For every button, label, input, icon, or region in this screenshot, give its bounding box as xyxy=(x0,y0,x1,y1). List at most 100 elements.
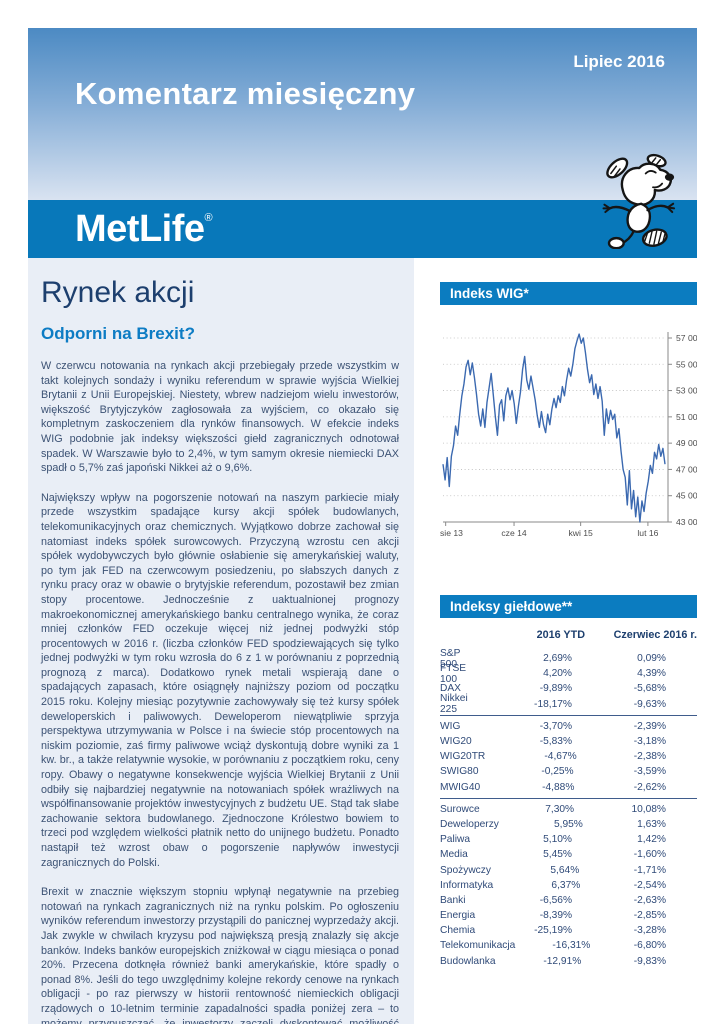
table-group: WIG -3,70% -2,39% WIG20 -5,83% -3,18% WIG2… xyxy=(440,714,697,795)
index-month-value: 1,42% xyxy=(637,834,666,846)
table-row: Banki -6,56% -2,63% xyxy=(440,893,697,908)
svg-text:43 000: 43 000 xyxy=(676,517,697,527)
index-month-value: 1,63% xyxy=(637,818,666,830)
column-header-ytd: 2016 YTD xyxy=(536,629,585,641)
index-month-value: 0,09% xyxy=(637,653,666,665)
indices-table: 2016 YTD Czerwiec 2016 r. S&P 500 2,69% 0… xyxy=(440,624,697,969)
index-ytd-value: -0,25% xyxy=(541,766,574,778)
index-label: Energia xyxy=(440,910,476,922)
index-label: SWIG80 xyxy=(440,766,479,778)
svg-text:kwi 15: kwi 15 xyxy=(568,528,593,538)
index-label: Telekomunikacja xyxy=(440,940,516,952)
wig-chart-svg: 43 000 45 000 47 000 49 000 51 000 53 000 55 0… xyxy=(440,332,703,538)
index-month-value: -9,83% xyxy=(633,955,666,967)
index-label: WIG xyxy=(440,720,461,732)
index-label: WIG20 xyxy=(440,736,472,748)
index-ytd-value: 5,10% xyxy=(543,834,572,846)
table-row: Telekomunikacja -16,31% -6,80% xyxy=(440,938,697,953)
index-month-value: -6,80% xyxy=(633,940,666,952)
index-label: Media xyxy=(440,849,468,861)
index-label: FTSE 100 xyxy=(440,662,467,685)
index-ytd-value: 5,45% xyxy=(543,849,572,861)
svg-text:51 000: 51 000 xyxy=(676,412,697,422)
svg-text:45 000: 45 000 xyxy=(676,491,697,501)
wig-index-chart: 43 000 45 000 47 000 49 000 51 000 53 000 55 0… xyxy=(440,310,703,580)
index-month-value: -3,18% xyxy=(633,736,666,748)
index-label: WIG20TR xyxy=(440,751,486,763)
index-ytd-value: -25,19% xyxy=(534,925,573,937)
chart-panel-title: Indeks WIG* xyxy=(440,282,697,305)
page-title: Komentarz miesięczny xyxy=(75,76,416,111)
table-header-row: 2016 YTD Czerwiec 2016 r. xyxy=(440,624,697,646)
index-ytd-value: 7,30% xyxy=(545,803,575,815)
index-label: MWIG40 xyxy=(440,781,481,793)
index-ytd-value: -5,83% xyxy=(539,736,572,748)
index-ytd-value: 6,37% xyxy=(551,879,581,891)
index-label: S&P 500 xyxy=(440,647,461,670)
index-ytd-value: -18,17% xyxy=(534,698,572,710)
table-row: FTSE 100 4,20% 4,39% xyxy=(440,663,697,685)
article-headline: Odporni na Brexit? xyxy=(41,324,195,343)
column-header-month: Czerwiec 2016 r. xyxy=(613,629,697,641)
index-ytd-value: -4,88% xyxy=(542,781,575,793)
metlife-logo-text: MetLife xyxy=(75,208,205,250)
index-label: Deweloperzy xyxy=(440,818,499,830)
table-row: DAX -9,89% -5,68% xyxy=(440,681,697,696)
svg-text:49 000: 49 000 xyxy=(676,438,697,448)
index-month-value: -2,39% xyxy=(633,720,666,732)
table-row: Nikkei 225 -18,17% -9,63% xyxy=(440,693,697,715)
index-month-value: -3,28% xyxy=(633,925,666,937)
table-row: Media 5,45% -1,60% xyxy=(440,847,697,862)
svg-text:47 000: 47 000 xyxy=(676,464,697,474)
index-month-value: -1,71% xyxy=(633,864,666,876)
table-row: SWIG80 -0,25% -3,59% xyxy=(440,764,697,779)
index-label: Banki xyxy=(440,894,466,906)
snoopy-mascot-illustration xyxy=(598,153,686,250)
index-ytd-value: 2,69% xyxy=(543,653,572,665)
index-label: Budowlanka xyxy=(440,955,496,967)
index-month-value: -3,59% xyxy=(633,766,666,778)
index-ytd-value: -3,70% xyxy=(539,720,572,732)
index-month-value: -2,54% xyxy=(633,879,666,891)
brand-band xyxy=(28,200,697,258)
index-label: Nikkei 225 xyxy=(440,693,468,716)
table-row: WIG -3,70% -2,39% xyxy=(440,719,697,734)
index-month-value: -2,38% xyxy=(633,751,666,763)
index-label: Informatyka xyxy=(440,879,494,891)
table-row: Paliwa 5,10% 1,42% xyxy=(440,832,697,847)
index-month-value: -5,68% xyxy=(633,683,666,695)
section-title: Rynek akcji xyxy=(41,276,195,309)
index-label: Paliwa xyxy=(440,834,471,846)
issue-date: Lipiec 2016 xyxy=(573,52,665,71)
index-ytd-value: -16,31% xyxy=(552,940,591,952)
index-ytd-value: -8,39% xyxy=(539,910,573,922)
index-label: Surowce xyxy=(440,803,480,815)
table-panel-title: Indeksy giełdowe** xyxy=(440,595,697,618)
index-label: Spożywczy xyxy=(440,864,491,876)
header-banner: Lipiec 2016 Komentarz miesięczny MetLife… xyxy=(28,28,697,258)
header-gradient xyxy=(28,28,697,200)
index-ytd-value: -9,89% xyxy=(539,683,572,695)
article-paragraph-1: W czerwcu notowania na rynkach akcji prz… xyxy=(41,360,399,475)
index-label: Chemia xyxy=(440,925,476,937)
svg-text:lut 16: lut 16 xyxy=(637,528,658,538)
article-panel: Rynek akcji Odporni na Brexit? W czerwcu… xyxy=(28,258,414,1024)
index-month-value: -2,85% xyxy=(633,910,666,922)
index-month-value: 10,08% xyxy=(631,803,666,815)
svg-text:cze 14: cze 14 xyxy=(501,528,527,538)
table-group: Surowce 7,30% 10,08% Deweloperzy 5,95% 1,… xyxy=(440,797,697,969)
table-row: WIG20TR -4,67% -2,38% xyxy=(440,749,697,764)
metlife-logo: MetLife® xyxy=(75,208,213,251)
index-month-value: -9,63% xyxy=(633,698,666,710)
table-row: Budowlanka -12,91% -9,83% xyxy=(440,954,697,969)
table-row: Informatyka 6,37% -2,54% xyxy=(440,878,697,893)
index-ytd-value: 5,95% xyxy=(553,818,583,830)
table-row: MWIG40 -4,88% -2,62% xyxy=(440,780,697,795)
index-ytd-value: -12,91% xyxy=(543,955,582,967)
table-row: S&P 500 2,69% 0,09% xyxy=(440,648,697,670)
table-row: Spożywczy 5,64% -1,71% xyxy=(440,862,697,877)
table-row: Deweloperzy 5,95% 1,63% xyxy=(440,817,697,832)
index-ytd-value: 5,64% xyxy=(550,864,580,876)
index-month-value: -1,60% xyxy=(633,849,666,861)
